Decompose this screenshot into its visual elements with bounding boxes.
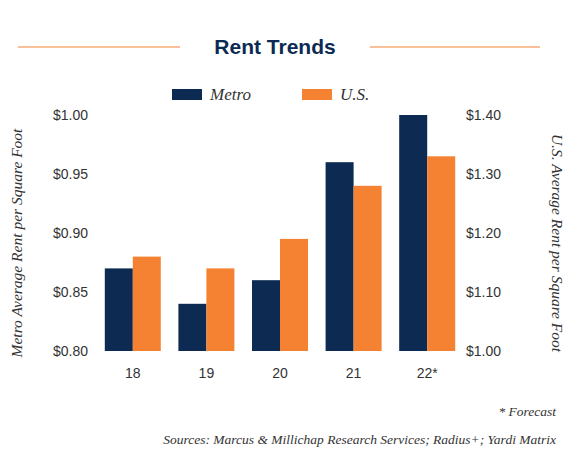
- title-rule: [370, 46, 540, 47]
- chart: Rent Trends $0.80 $0.85 $0.90 $0.95 $1.00 $1.0…: [0, 0, 580, 474]
- bars: [105, 115, 455, 351]
- legend-swatch: [172, 89, 202, 100]
- legend-label: U.S.: [340, 85, 369, 104]
- annotation: * Forecast: [498, 404, 557, 419]
- bar: [427, 156, 455, 351]
- y-tick-label: $0.90: [53, 225, 88, 241]
- y2-tick-label: $1.00: [466, 343, 501, 359]
- title-rule: [18, 46, 180, 47]
- y2-tick-label: $1.40: [466, 107, 501, 123]
- x-tick-label: 22*: [417, 365, 439, 381]
- bar: [280, 239, 308, 351]
- bar: [399, 115, 427, 351]
- y2-axis-title: U.S. Average Rent per Square Foot: [549, 134, 566, 353]
- y-tick-label: $0.95: [53, 166, 88, 182]
- y2-tick-label: $1.20: [466, 225, 501, 241]
- bar: [178, 304, 206, 351]
- y-tick-label: $0.80: [53, 343, 88, 359]
- y-axis-title: Metro Average Rent per Square Foot: [8, 128, 25, 359]
- y2-tick-label: $1.10: [466, 284, 501, 300]
- bar: [252, 280, 280, 351]
- x-tick-label: 19: [199, 365, 215, 381]
- bar: [326, 162, 354, 351]
- annotation: Sources: Marcus & Millichap Research Ser…: [163, 432, 556, 447]
- title: Rent Trends: [214, 35, 335, 58]
- bar: [105, 268, 133, 351]
- x-tick-label: 18: [125, 365, 141, 381]
- legend-swatch: [302, 89, 332, 100]
- y-tick-label: $1.00: [53, 107, 88, 123]
- legend-label: Metro: [209, 85, 251, 104]
- bar: [133, 257, 161, 351]
- x-tick-label: 21: [346, 365, 362, 381]
- bar: [354, 186, 382, 351]
- x-tick-label: 20: [272, 365, 288, 381]
- y2-tick-label: $1.30: [466, 166, 501, 182]
- y-tick-label: $0.85: [53, 284, 88, 300]
- bar: [206, 268, 234, 351]
